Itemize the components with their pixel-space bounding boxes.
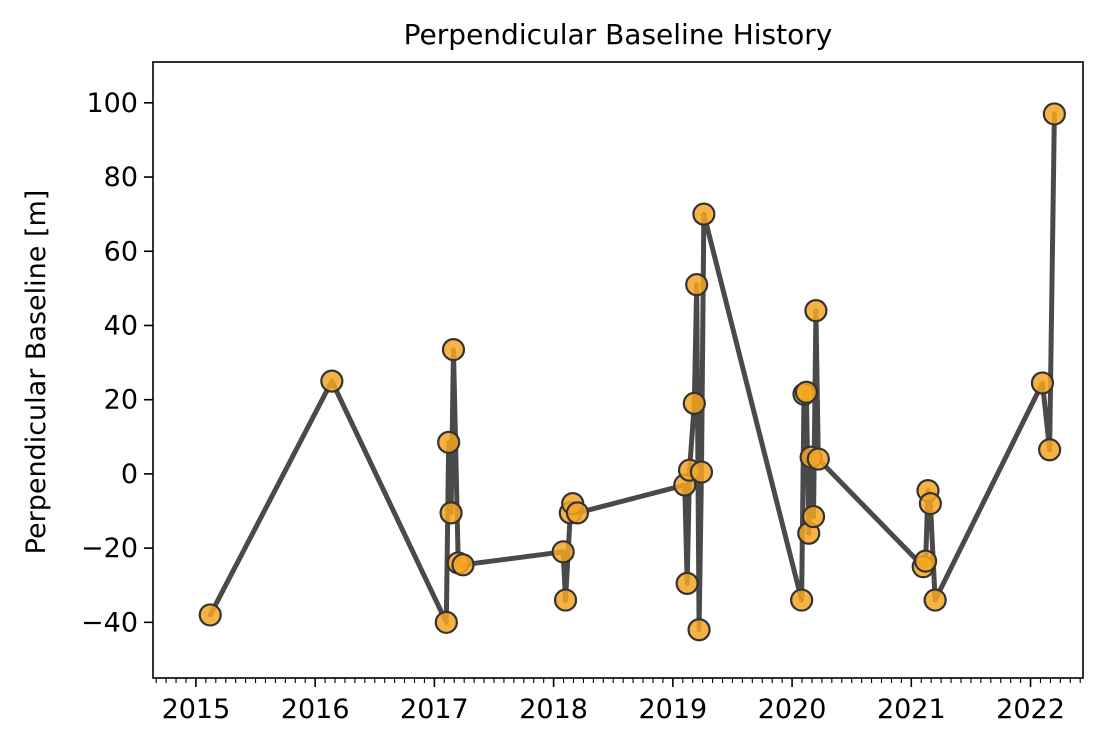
x-tick-label: 2017 bbox=[400, 694, 469, 725]
data-point bbox=[804, 299, 828, 323]
data-point bbox=[198, 603, 222, 627]
x-tick-label: 2016 bbox=[281, 694, 350, 725]
data-point bbox=[794, 380, 818, 404]
x-axis-ticks: 2015 2016 2017 2018 2019 2020 2021 2022 bbox=[162, 678, 1065, 725]
y-tick-label: −40 bbox=[81, 607, 138, 638]
data-point bbox=[434, 610, 458, 634]
data-point bbox=[687, 618, 711, 642]
data-point bbox=[801, 504, 826, 529]
data-point bbox=[439, 501, 463, 525]
x-tick-label: 2021 bbox=[877, 694, 946, 725]
data-point bbox=[682, 391, 706, 415]
data-point bbox=[806, 447, 830, 471]
data-point bbox=[553, 588, 578, 612]
y-axis-label: Perpendicular Baseline [m] bbox=[21, 190, 52, 555]
data-point bbox=[565, 501, 590, 525]
data-point bbox=[790, 588, 814, 612]
data-point bbox=[1038, 438, 1062, 462]
data-point bbox=[441, 337, 466, 362]
data-point bbox=[914, 549, 938, 573]
data-points bbox=[198, 102, 1066, 642]
y-tick-label: 100 bbox=[86, 88, 138, 119]
y-axis-ticks: −40 −20 0 20 40 60 80 100 bbox=[81, 88, 153, 638]
y-tick-label: 60 bbox=[104, 236, 138, 267]
data-point bbox=[675, 571, 699, 595]
x-tick-label: 2019 bbox=[638, 694, 707, 725]
y-tick-label: 40 bbox=[104, 310, 138, 341]
x-tick-label: 2015 bbox=[162, 694, 231, 725]
data-point bbox=[689, 460, 714, 484]
data-point bbox=[1042, 102, 1066, 126]
data-point bbox=[451, 553, 475, 577]
plot-area-frame bbox=[152, 61, 1084, 679]
x-tick-label: 2022 bbox=[996, 694, 1065, 725]
data-point bbox=[1030, 371, 1055, 395]
data-point bbox=[685, 273, 709, 297]
data-point bbox=[551, 540, 575, 564]
y-tick-label: 80 bbox=[104, 162, 138, 193]
data-point bbox=[692, 202, 716, 226]
data-point bbox=[923, 588, 947, 612]
y-tick-label: −20 bbox=[81, 533, 138, 564]
y-tick-label: 20 bbox=[104, 385, 138, 416]
x-tick-label: 2020 bbox=[758, 694, 827, 725]
data-point bbox=[918, 491, 942, 516]
data-point bbox=[437, 430, 461, 454]
x-minor-ticks bbox=[155, 678, 1081, 683]
y-tick-label: 0 bbox=[121, 459, 138, 490]
x-tick-label: 2018 bbox=[519, 694, 588, 725]
data-point bbox=[320, 369, 344, 393]
chart-title: Perpendicular Baseline History bbox=[404, 18, 833, 51]
